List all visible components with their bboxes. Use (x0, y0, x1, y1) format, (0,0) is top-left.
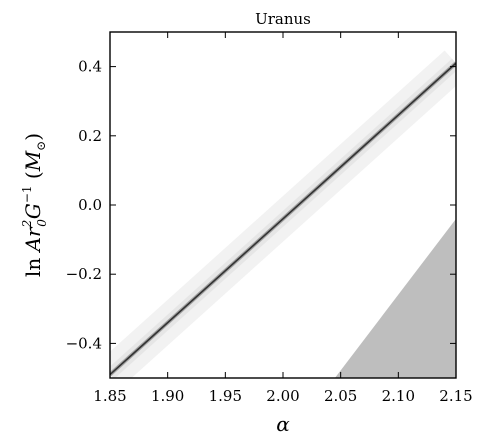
y-tick-label: 0.0 (78, 196, 102, 214)
y-tick-label: −0.4 (66, 334, 102, 352)
y-tick-label: −0.2 (66, 265, 102, 283)
y-tick-label: 0.4 (78, 58, 102, 76)
x-tick-label: 1.90 (151, 387, 184, 405)
y-axis-label: ln Ar20G−1 (M⊙) (20, 133, 49, 277)
x-tick-label: 1.85 (93, 387, 126, 405)
x-tick-label: 2.15 (439, 387, 472, 405)
excluded-region (334, 218, 456, 378)
chart-title: Uranus (255, 10, 311, 28)
y-tick-label: 0.2 (78, 127, 102, 145)
x-axis-label: α (276, 412, 290, 436)
x-axis: 1.85 1.90 1.95 2.00 2.05 2.10 2.15 (93, 32, 473, 405)
x-tick-label: 2.00 (266, 387, 299, 405)
x-tick-label: 2.10 (382, 387, 415, 405)
x-tick-label: 1.95 (209, 387, 242, 405)
plot-area (110, 50, 456, 378)
y-axis: −0.4 −0.2 0.0 0.2 0.4 (66, 58, 456, 352)
likelihood-ridge-line (110, 62, 456, 376)
x-tick-label: 2.05 (324, 387, 357, 405)
